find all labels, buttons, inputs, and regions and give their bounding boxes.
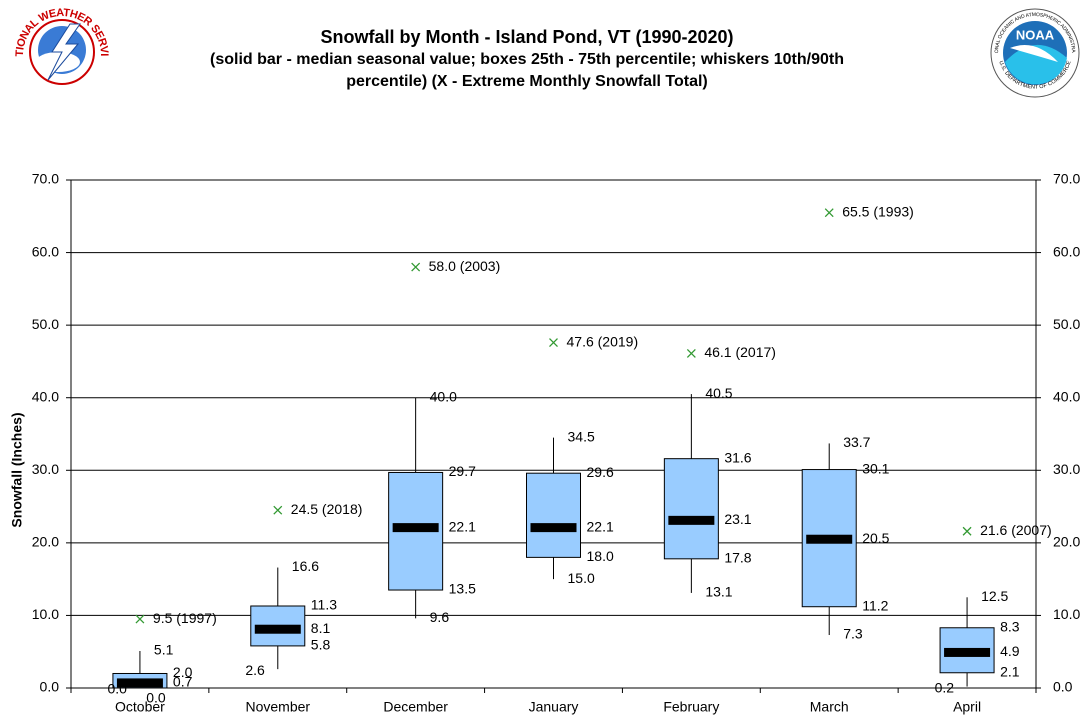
y2-tick-label: 40.0 [1053, 388, 1080, 404]
median-bar [944, 647, 991, 657]
y-tick-label: 0.0 [40, 679, 60, 695]
extreme-marker [962, 526, 972, 536]
value-label: 0.7 [173, 674, 193, 690]
value-label: 13.5 [449, 581, 476, 597]
value-label: 0.2 [935, 679, 955, 695]
y-tick-label: 40.0 [32, 388, 59, 404]
value-label: 9.6 [430, 609, 450, 625]
value-label: 40.0 [430, 388, 457, 404]
value-label: 30.1 [862, 460, 889, 476]
y-tick-label: 10.0 [32, 606, 59, 622]
value-label: 40.5 [705, 385, 732, 401]
value-label: 29.6 [587, 464, 614, 480]
extreme-marker [411, 262, 421, 272]
median-bar [392, 523, 439, 533]
value-label: 8.3 [1000, 618, 1020, 634]
value-label: 18.0 [587, 548, 614, 564]
y2-tick-label: 20.0 [1053, 534, 1080, 550]
value-label: 33.7 [843, 434, 870, 450]
value-label: 13.1 [705, 584, 732, 600]
x-tick-label: December [383, 699, 448, 715]
extreme-label: 9.5 (1997) [153, 610, 217, 626]
median-bar [530, 523, 577, 533]
x-tick-label: October [115, 699, 165, 715]
value-label: 11.3 [311, 597, 337, 613]
y2-tick-label: 10.0 [1053, 606, 1080, 622]
value-label: 29.7 [449, 463, 476, 479]
value-label: 34.5 [568, 428, 595, 444]
extreme-label: 21.6 (2007) [980, 522, 1052, 538]
y-tick-label: 20.0 [32, 534, 59, 550]
extreme-marker [135, 614, 145, 624]
extreme-label: 46.1 (2017) [704, 344, 776, 360]
y-tick-label: 70.0 [32, 171, 59, 187]
value-label: 2.6 [245, 662, 265, 678]
extreme-label: 24.5 (2018) [291, 501, 363, 517]
chart-title: Snowfall by Month - Island Pond, VT (199… [320, 27, 733, 47]
value-label: 31.6 [724, 449, 751, 465]
y-tick-label: 50.0 [32, 316, 59, 332]
y2-tick-label: 50.0 [1053, 316, 1080, 332]
value-label: 17.8 [724, 550, 751, 566]
median-bar [116, 678, 163, 688]
value-label: 20.5 [862, 530, 889, 546]
value-label: 23.1 [724, 511, 751, 527]
value-label: 0.0 [146, 690, 166, 706]
value-label: 22.1 [449, 518, 476, 534]
value-label: 0.0 [107, 681, 127, 697]
value-label: 7.3 [843, 626, 863, 642]
noaa-text: NOAA [1016, 27, 1055, 42]
median-bar [668, 515, 715, 525]
value-label: 12.5 [981, 588, 1008, 604]
median-bar [254, 624, 301, 634]
value-label: 16.6 [292, 558, 319, 574]
box [526, 472, 581, 558]
median-bar [806, 534, 853, 544]
y2-tick-label: 60.0 [1053, 243, 1080, 259]
box [663, 458, 719, 560]
y2-tick-label: 0.0 [1053, 679, 1073, 695]
extreme-marker [824, 208, 834, 218]
x-tick-label: February [663, 699, 719, 715]
y-tick-label: 60.0 [32, 243, 59, 259]
value-label: 15.0 [568, 570, 595, 586]
y2-tick-label: 30.0 [1053, 461, 1080, 477]
value-label: 2.1 [1000, 663, 1020, 679]
y2-tick-label: 70.0 [1053, 171, 1080, 187]
nws-logo: NATIONAL WEATHER SERVICE [0, 0, 110, 85]
x-tick-label: March [810, 699, 849, 715]
extreme-marker [686, 348, 696, 358]
x-tick-label: November [245, 699, 310, 715]
value-label: 4.9 [1000, 643, 1020, 659]
y-tick-label: 30.0 [32, 461, 59, 477]
value-label: 2.0 [173, 664, 193, 680]
extreme-marker [549, 338, 558, 348]
chart-subtitle: percentile) (X - Extreme Monthly Snowfal… [346, 73, 708, 90]
extreme-label: 65.5 (1993) [842, 203, 914, 219]
value-label: 22.1 [587, 518, 614, 534]
value-label: 11.2 [862, 597, 888, 613]
value-label: 5.1 [154, 642, 174, 658]
value-label: 8.1 [311, 620, 331, 636]
chart-subtitle: (solid bar - median seasonal value; boxe… [210, 51, 844, 68]
extreme-label: 47.6 (2019) [567, 333, 639, 349]
value-label: 5.8 [311, 637, 331, 653]
extreme-label: 58.0 (2003) [429, 258, 501, 274]
extreme-marker [273, 505, 283, 515]
x-tick-label: January [529, 699, 579, 715]
x-tick-label: April [953, 699, 981, 715]
y-axis-label: Snowfall (Inches) [9, 412, 25, 527]
